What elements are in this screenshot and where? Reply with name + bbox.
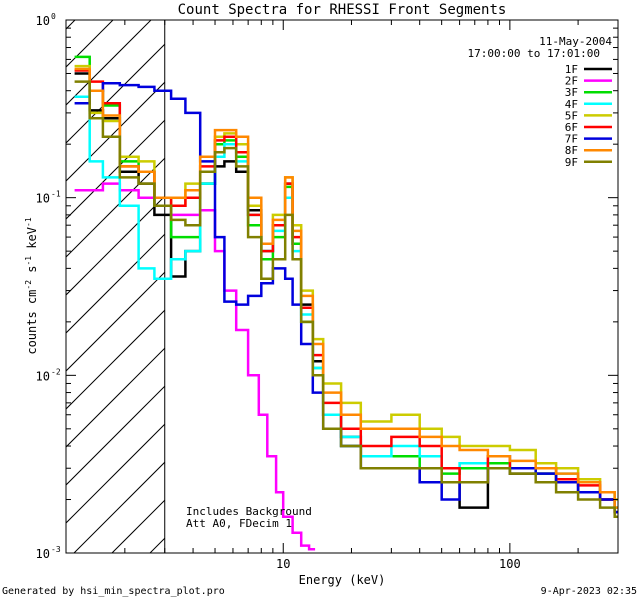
x-tick-label: 100	[499, 557, 521, 571]
x-axis-label: Energy (keV)	[299, 573, 386, 587]
hatch-line	[66, 20, 190, 144]
legend-label-5f: 5F	[565, 109, 578, 122]
hatch-line	[66, 20, 76, 30]
y-tick-exponent: -2	[51, 367, 61, 376]
annotation-background: Includes Background	[186, 505, 312, 518]
series-line-2f	[74, 182, 316, 551]
legend-label-3f: 3F	[565, 86, 578, 99]
x-tick-labels: 10 100	[276, 557, 521, 571]
series-line-9f	[74, 80, 618, 518]
series-group	[74, 55, 618, 551]
series-line-8f	[74, 67, 618, 509]
series-line-7f	[74, 82, 618, 514]
axis-ticks	[66, 19, 619, 554]
y-tick-label: 10	[36, 369, 50, 383]
chart-title: Count Spectra for RHESSI Front Segments	[178, 2, 507, 18]
legend-label-7f: 7F	[565, 133, 578, 146]
hatch-line	[66, 20, 152, 106]
legend-label-2f: 2F	[565, 75, 578, 88]
footer-timestamp: 9-Apr-2023 02:35	[541, 586, 637, 597]
plot-frame	[65, 19, 619, 554]
legend-label-6f: 6F	[565, 121, 578, 134]
annotation-attenuator: Att A0, FDecim 1	[186, 517, 292, 530]
y-tick-label: 10	[36, 14, 50, 28]
x-tick-label: 10	[276, 557, 290, 571]
date-label: 11-May-2004	[539, 35, 612, 48]
hatch-line	[66, 20, 114, 68]
legend-label-4f: 4F	[565, 98, 578, 111]
hatch-region	[66, 20, 618, 553]
y-tick-label: 10	[36, 547, 50, 561]
legend-label-1f: 1F	[565, 63, 578, 76]
y-tick-exponent: -3	[51, 545, 61, 554]
hatch-line	[66, 20, 228, 182]
footer-generated-by: Generated by hsi_min_spectra_plot.pro	[2, 586, 225, 597]
legend-label-9f: 9F	[565, 156, 578, 169]
time-range-label: 17:00:00 to 17:01:00	[468, 47, 600, 60]
y-tick-exponent: -1	[51, 190, 61, 199]
legend-label-8f: 8F	[565, 144, 578, 157]
y-axis-label: counts cm-2 s-1 keV-1	[24, 217, 39, 354]
y-tick-exponent: 0	[51, 12, 56, 21]
y-tick-label: 10	[36, 192, 50, 206]
